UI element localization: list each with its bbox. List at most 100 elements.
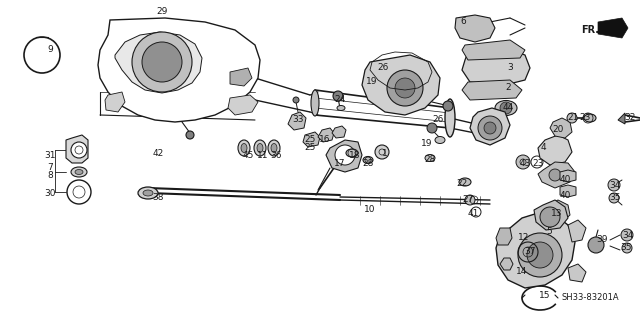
Polygon shape [500,258,513,270]
Text: 34: 34 [609,181,621,189]
Polygon shape [462,48,530,85]
Polygon shape [568,264,586,282]
Text: 18: 18 [349,151,361,160]
Polygon shape [568,220,586,242]
Text: 15: 15 [540,292,551,300]
Polygon shape [105,92,125,112]
Circle shape [375,145,389,159]
Circle shape [500,102,512,114]
Text: 8: 8 [47,170,53,180]
Circle shape [132,32,192,92]
Text: 2: 2 [505,84,511,93]
Text: 28: 28 [424,155,436,165]
Circle shape [608,179,620,191]
Polygon shape [496,228,512,245]
Circle shape [293,97,299,103]
Polygon shape [538,135,572,165]
Polygon shape [538,162,575,188]
Circle shape [465,195,475,205]
Circle shape [186,131,194,139]
Text: 39: 39 [596,235,608,244]
Text: 16: 16 [319,136,331,145]
Text: 41: 41 [467,209,479,218]
Circle shape [609,193,619,203]
Circle shape [622,243,632,253]
Circle shape [621,229,633,241]
Ellipse shape [346,149,358,157]
Text: 5: 5 [546,227,552,236]
Text: 45: 45 [243,151,253,160]
Ellipse shape [268,140,280,156]
Text: 9: 9 [47,46,53,55]
Circle shape [567,113,577,123]
Text: 27: 27 [462,196,474,204]
Text: 23: 23 [579,114,591,122]
Text: 19: 19 [366,78,378,86]
Text: 13: 13 [551,209,563,218]
Ellipse shape [584,114,596,122]
Text: 20: 20 [552,125,564,135]
Text: 19: 19 [421,138,433,147]
Polygon shape [332,126,346,138]
Circle shape [484,122,496,134]
Polygon shape [560,185,576,197]
Text: 4: 4 [540,144,546,152]
Text: 33: 33 [292,115,304,124]
Ellipse shape [425,154,435,161]
Polygon shape [496,213,575,288]
Text: 11: 11 [257,151,269,160]
Ellipse shape [459,178,471,186]
Text: SH33-83201A: SH33-83201A [561,293,619,301]
Ellipse shape [495,100,517,115]
Polygon shape [462,80,522,100]
Ellipse shape [238,140,250,156]
Circle shape [516,155,530,169]
Circle shape [142,42,182,82]
Ellipse shape [71,167,87,177]
Ellipse shape [138,187,158,199]
Circle shape [333,91,343,101]
Text: 26: 26 [432,115,444,124]
Circle shape [518,233,562,277]
Circle shape [71,142,87,158]
Text: 23: 23 [532,159,544,167]
Ellipse shape [445,99,455,137]
Text: 35: 35 [620,243,632,253]
Ellipse shape [75,169,83,174]
Text: 30: 30 [44,189,56,197]
Text: 29: 29 [156,8,168,17]
Text: 14: 14 [516,268,528,277]
Text: 40: 40 [559,190,571,199]
Text: 24: 24 [334,95,346,105]
Polygon shape [534,200,568,230]
Ellipse shape [311,90,319,116]
Text: 7: 7 [47,164,53,173]
Ellipse shape [257,144,263,152]
Polygon shape [228,95,258,115]
Polygon shape [98,18,260,122]
Polygon shape [318,128,334,142]
Ellipse shape [271,144,277,152]
Text: 31: 31 [44,151,56,160]
Text: 43: 43 [519,159,531,167]
Polygon shape [362,55,440,115]
Text: 40: 40 [559,175,571,184]
Ellipse shape [435,137,445,144]
Text: 36: 36 [270,151,282,160]
Text: 37: 37 [524,248,536,256]
Text: 10: 10 [364,205,376,214]
Text: 21: 21 [567,114,579,122]
Ellipse shape [143,190,153,196]
Text: 25: 25 [304,136,316,145]
Text: FR.: FR. [581,25,599,35]
Circle shape [478,116,502,140]
Polygon shape [288,112,306,130]
Polygon shape [544,200,570,222]
Text: 26: 26 [378,63,388,72]
Polygon shape [598,18,628,38]
Polygon shape [303,132,320,147]
Polygon shape [550,118,572,138]
Text: 32: 32 [624,114,636,122]
Text: 28: 28 [362,159,374,167]
Text: 12: 12 [518,234,530,242]
